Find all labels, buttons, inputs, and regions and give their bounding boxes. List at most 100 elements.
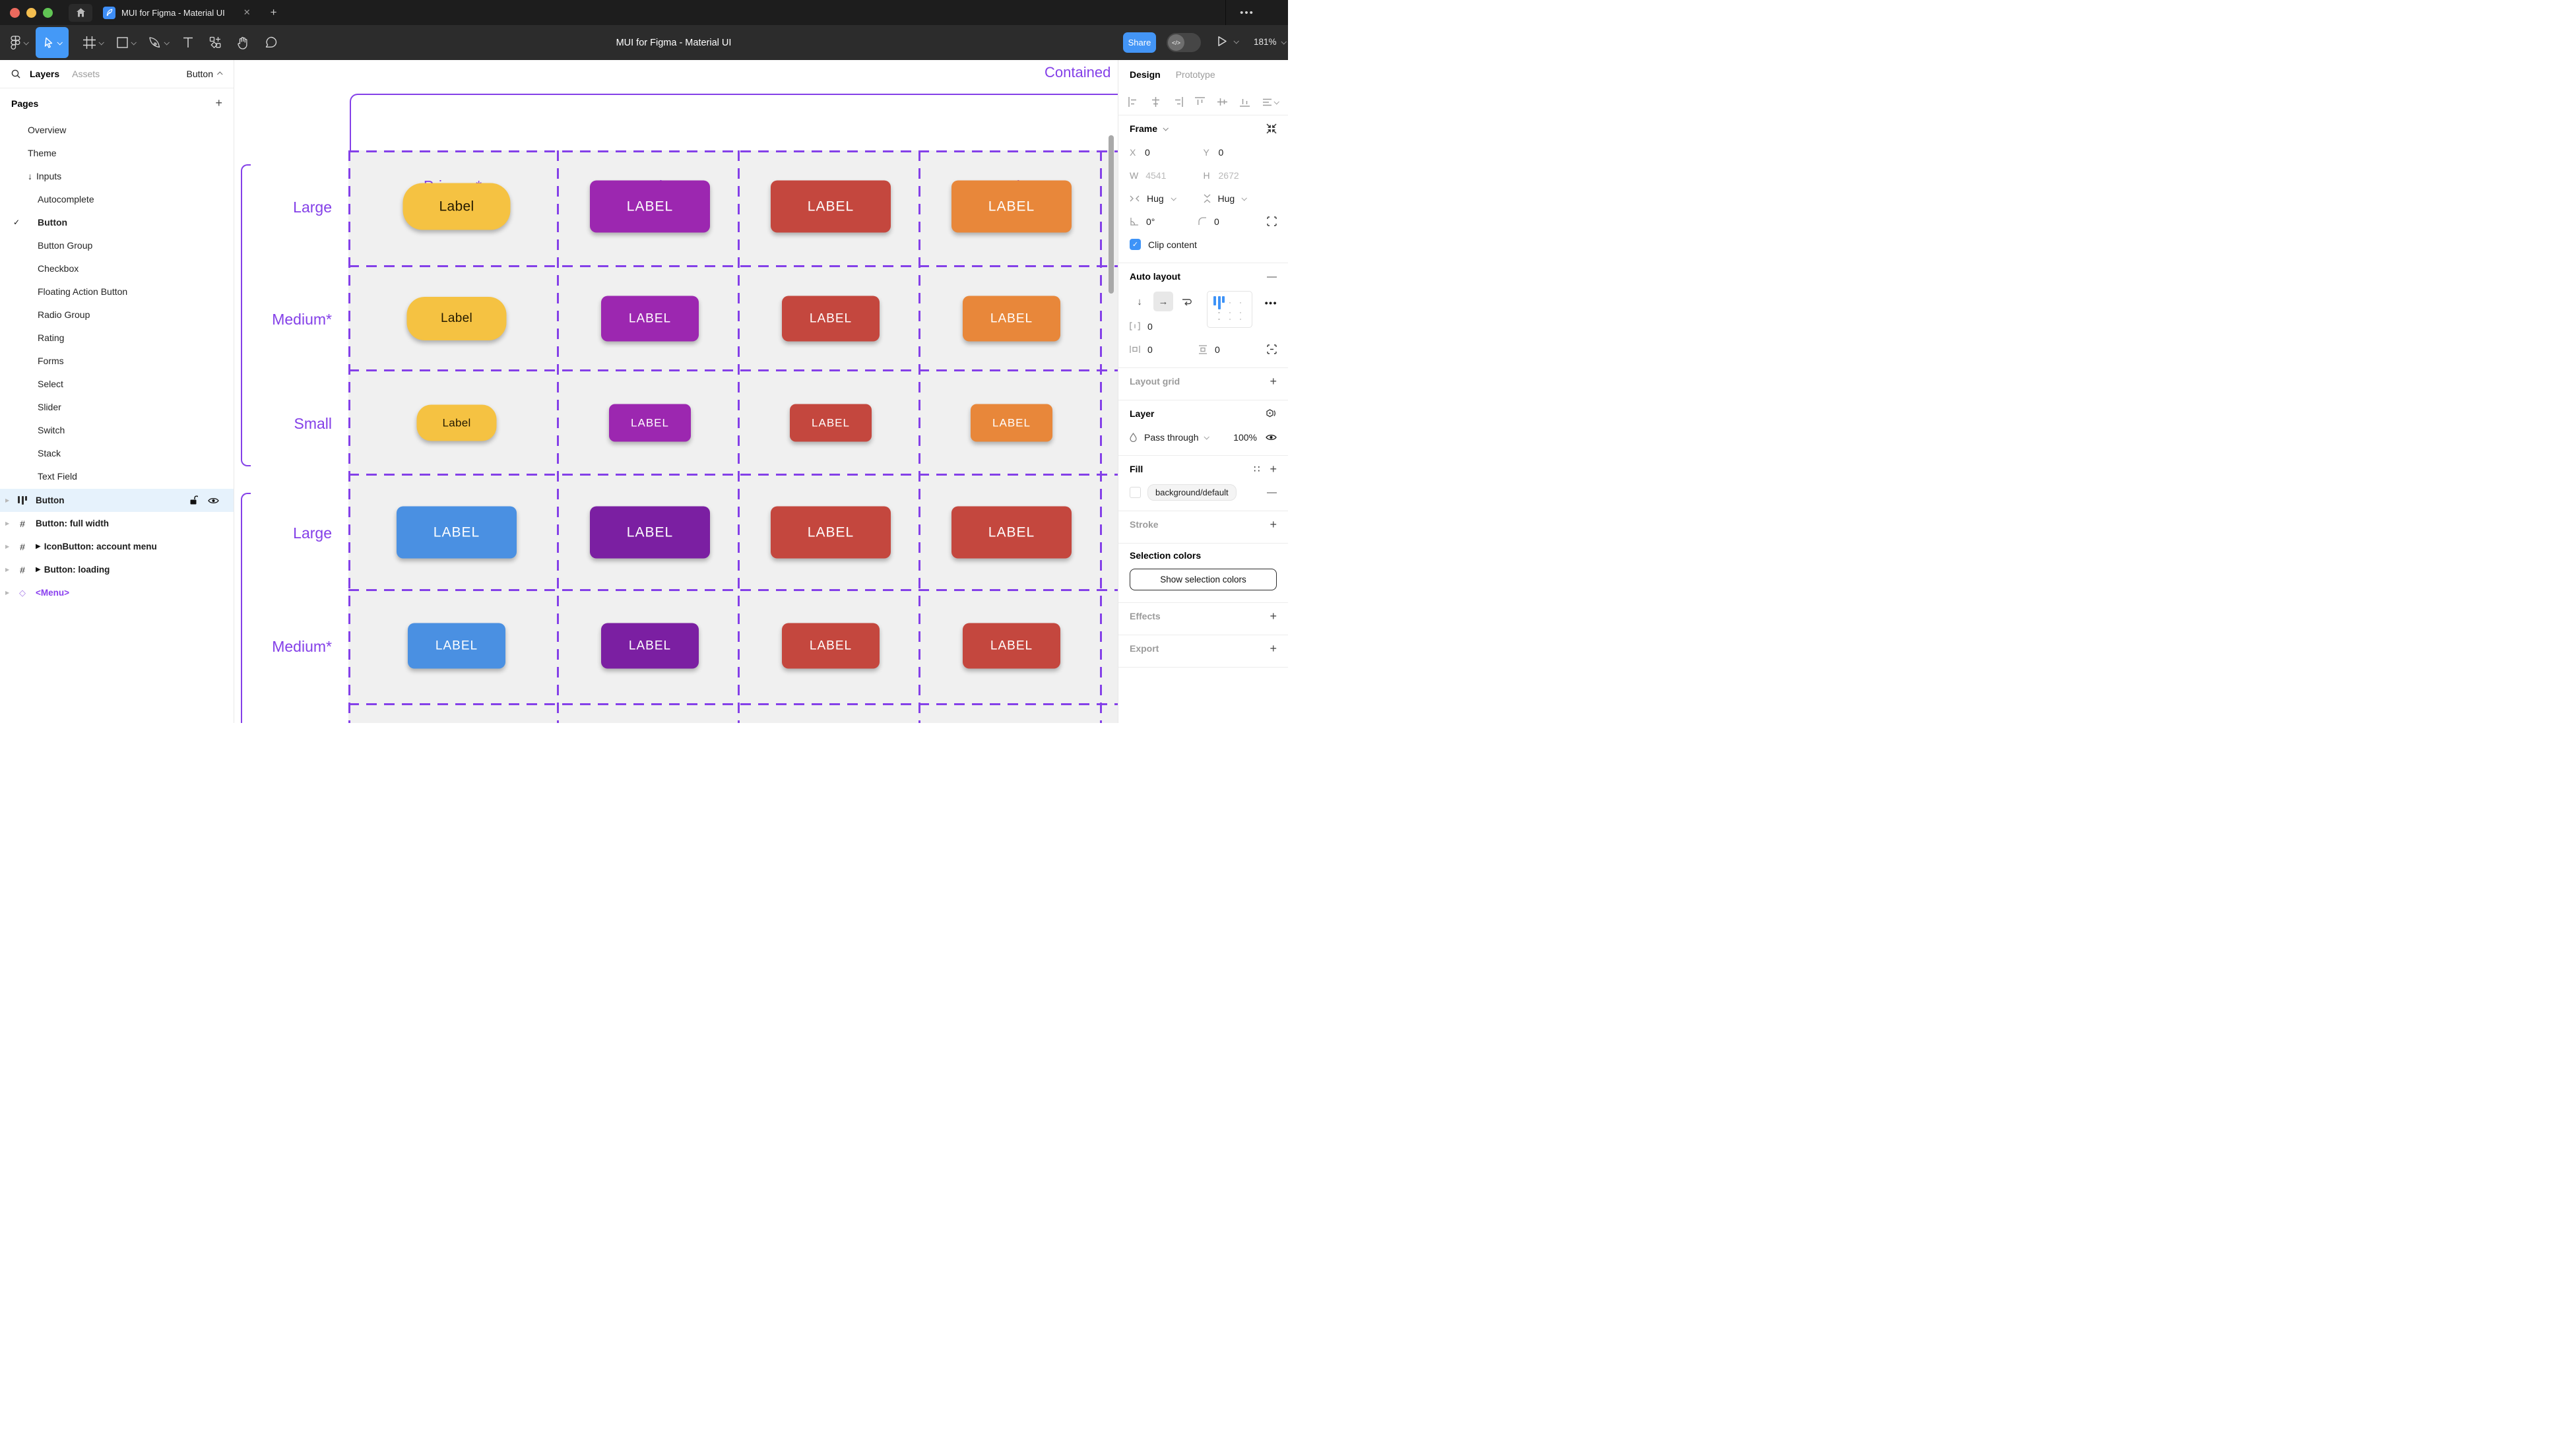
- button-error-large-2[interactable]: LABEL: [771, 506, 891, 559]
- close-window-button[interactable]: [10, 7, 20, 18]
- layer-row-button[interactable]: ▶ Button: [0, 489, 234, 512]
- vertical-resizing-dropdown[interactable]: Hug: [1204, 193, 1277, 204]
- x-field-value[interactable]: 0: [1145, 146, 1150, 158]
- play-icon[interactable]: [1217, 36, 1227, 47]
- close-tab-icon[interactable]: ✕: [243, 7, 251, 17]
- move-tool-chevron-down-icon[interactable]: [56, 39, 63, 46]
- button-primary-medium-2[interactable]: LABEL: [408, 623, 505, 669]
- present-chevron-down-icon[interactable]: [1233, 38, 1239, 44]
- add-export-button[interactable]: +: [1270, 641, 1277, 655]
- clip-content-checkbox[interactable]: ✓: [1130, 239, 1141, 250]
- button-error-medium[interactable]: LABEL: [782, 296, 880, 342]
- clip-content-row[interactable]: ✓ Clip content: [1130, 233, 1277, 256]
- shape-tool-button[interactable]: [117, 37, 137, 48]
- independent-padding-button[interactable]: [1267, 344, 1277, 354]
- fill-color-swatch[interactable]: [1130, 487, 1141, 498]
- file-tab[interactable]: MUI for Figma - Material UI ✕: [103, 6, 251, 19]
- page-item-checkbox[interactable]: Checkbox: [0, 257, 234, 280]
- page-item-radio-group[interactable]: Radio Group: [0, 303, 234, 326]
- button-warning-large-2[interactable]: LABEL: [951, 506, 1072, 559]
- resources-tool-button[interactable]: [209, 36, 222, 49]
- page-item-inputs[interactable]: ↓ Inputs: [0, 164, 234, 187]
- align-left-icon[interactable]: [1128, 97, 1138, 107]
- disclosure-chevron-icon[interactable]: ▶: [5, 520, 10, 526]
- frame-tool-chevron-down-icon[interactable]: [98, 39, 104, 46]
- button-secondary-large[interactable]: LABEL: [590, 180, 710, 233]
- add-stroke-button[interactable]: +: [1270, 517, 1277, 531]
- button-warning-small[interactable]: LABEL: [971, 404, 1052, 442]
- button-primary-medium[interactable]: Label: [406, 297, 507, 340]
- hand-tool-button[interactable]: [237, 36, 249, 49]
- layer-row-button-loading[interactable]: ▶ # ▶ Button: loading: [0, 558, 234, 581]
- layer-opacity-value[interactable]: 100%: [1233, 431, 1257, 443]
- new-tab-button[interactable]: +: [270, 6, 277, 18]
- frame-tool-button[interactable]: [83, 36, 104, 49]
- layer-row-iconbutton-account-menu[interactable]: ▶ # ▶ IconButton: account menu: [0, 535, 234, 558]
- button-primary-large-2[interactable]: LABEL: [397, 506, 517, 559]
- minimize-window-button[interactable]: [26, 7, 36, 18]
- page-item-autocomplete[interactable]: Autocomplete: [0, 187, 234, 210]
- direction-wrap-button[interactable]: [1177, 292, 1197, 311]
- align-vertical-center-icon[interactable]: [1217, 97, 1228, 107]
- window-more-icon[interactable]: •••: [1240, 7, 1254, 18]
- move-tool-button[interactable]: [36, 27, 69, 58]
- item-spacing-field[interactable]: 0: [1130, 321, 1204, 332]
- collapse-frame-icon[interactable]: [1266, 123, 1277, 134]
- auto-layout-more-button[interactable]: •••: [1264, 298, 1277, 308]
- search-icon[interactable]: [11, 69, 20, 79]
- page-item-button-group[interactable]: Button Group: [0, 234, 234, 257]
- fill-styles-icon[interactable]: ∷: [1253, 464, 1261, 475]
- tab-assets[interactable]: Assets: [72, 69, 100, 79]
- remove-auto-layout-button[interactable]: —: [1267, 270, 1277, 282]
- shape-tool-chevron-down-icon[interactable]: [131, 39, 137, 46]
- width-field-value[interactable]: 4541: [1145, 170, 1167, 181]
- page-item-stack[interactable]: Stack: [0, 441, 234, 464]
- independent-corners-button[interactable]: [1267, 216, 1277, 226]
- blend-mode-icon[interactable]: [1266, 408, 1277, 419]
- pen-tool-button[interactable]: [148, 36, 170, 49]
- page-item-select[interactable]: Select: [0, 372, 234, 395]
- pen-tool-chevron-down-icon[interactable]: [164, 39, 170, 46]
- y-field-value[interactable]: 0: [1218, 146, 1224, 158]
- corner-radius-field[interactable]: 0: [1198, 216, 1267, 227]
- fill-row[interactable]: background/default —: [1130, 481, 1277, 504]
- align-right-icon[interactable]: [1173, 97, 1183, 107]
- button-secondary-medium-2[interactable]: LABEL: [601, 623, 699, 669]
- frame-section-title[interactable]: Frame: [1130, 123, 1158, 134]
- button-secondary-small[interactable]: LABEL: [609, 404, 691, 442]
- button-error-medium-2[interactable]: LABEL: [782, 623, 880, 669]
- tab-design[interactable]: Design: [1130, 69, 1161, 80]
- tab-prototype[interactable]: Prototype: [1175, 69, 1215, 80]
- page-item-theme[interactable]: Theme: [0, 141, 234, 164]
- unlock-icon[interactable]: [189, 495, 198, 505]
- height-field-value[interactable]: 2672: [1218, 170, 1239, 181]
- comment-tool-button[interactable]: [265, 36, 277, 49]
- add-layout-grid-button[interactable]: +: [1270, 374, 1277, 388]
- button-secondary-medium[interactable]: LABEL: [601, 296, 699, 342]
- dev-mode-toggle[interactable]: </>: [1167, 33, 1201, 52]
- zoom-menu[interactable]: 181%: [1254, 37, 1287, 47]
- button-warning-medium[interactable]: LABEL: [963, 296, 1060, 342]
- vertical-padding-field[interactable]: 0: [1198, 344, 1267, 355]
- page-item-slider[interactable]: Slider: [0, 395, 234, 418]
- add-page-button[interactable]: +: [215, 96, 222, 110]
- text-tool-button[interactable]: [183, 37, 193, 48]
- horizontal-padding-field[interactable]: 0: [1130, 344, 1198, 355]
- disclosure-chevron-icon[interactable]: ▶: [5, 544, 10, 550]
- frame-title[interactable]: Contained: [1045, 64, 1111, 80]
- disclosure-chevron-icon[interactable]: ▶: [5, 590, 10, 596]
- page-item-floating-action-button[interactable]: Floating Action Button: [0, 280, 234, 303]
- tab-layers[interactable]: Layers: [30, 69, 60, 79]
- home-button[interactable]: [69, 3, 92, 22]
- canvas[interactable]: Contained Primary* Secondary Error Warni…: [234, 60, 1118, 723]
- layer-row-button-full-width[interactable]: ▶ # Button: full width: [0, 512, 234, 535]
- layer-visible-eye-icon[interactable]: [1266, 433, 1277, 441]
- button-primary-large[interactable]: Label: [402, 183, 511, 230]
- distribute-menu-button[interactable]: [1262, 97, 1279, 107]
- direction-horizontal-button[interactable]: →: [1153, 292, 1173, 311]
- add-fill-button[interactable]: +: [1270, 462, 1277, 476]
- blend-mode-value[interactable]: Pass through: [1144, 431, 1199, 443]
- share-button[interactable]: Share: [1123, 32, 1156, 53]
- remove-fill-button[interactable]: —: [1267, 487, 1277, 498]
- frame-type-chevron-down-icon[interactable]: [1163, 125, 1169, 131]
